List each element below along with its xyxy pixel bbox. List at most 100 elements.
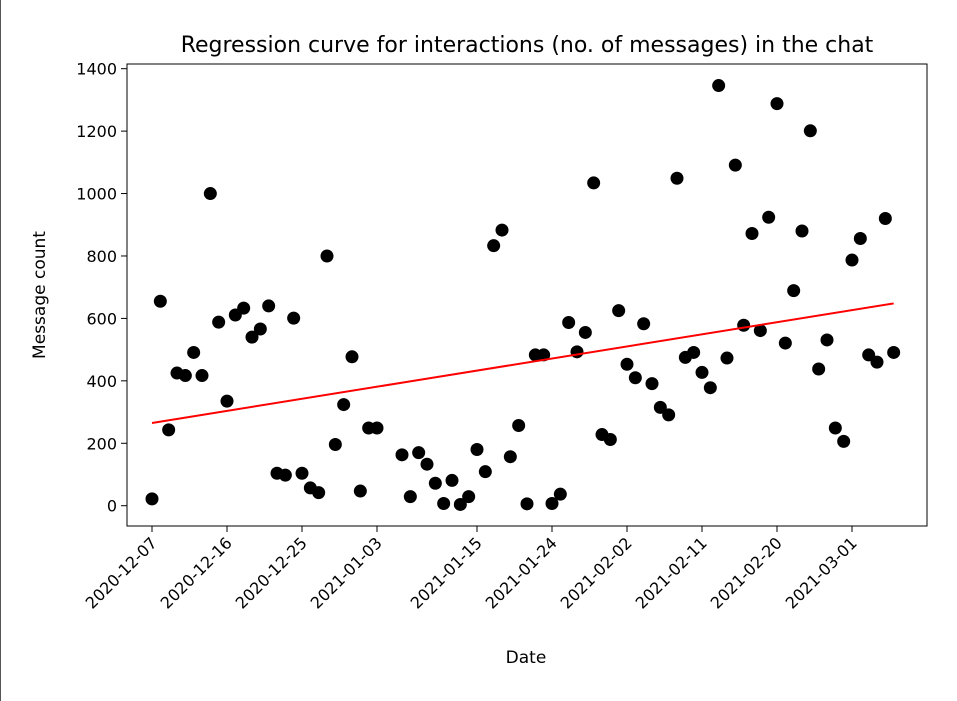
y-tick-label: 200 (86, 434, 117, 453)
x-tick-label: 2021-02-02 (557, 533, 636, 612)
data-point (653, 400, 667, 414)
plot-frame (126, 63, 928, 527)
data-point (745, 227, 759, 241)
data-point (203, 187, 217, 201)
data-point (437, 497, 451, 511)
y-tick-label: 1000 (76, 185, 117, 204)
data-point (403, 490, 417, 504)
data-point (412, 446, 426, 460)
data-point (253, 322, 267, 336)
data-point (587, 176, 601, 190)
data-point (503, 450, 517, 464)
data-point (320, 249, 334, 263)
data-point (628, 371, 642, 385)
x-tick-label: 2021-01-03 (307, 533, 386, 612)
data-point (570, 345, 584, 359)
y-tick-label: 1400 (76, 60, 117, 79)
data-point (470, 443, 484, 457)
data-point (737, 318, 751, 332)
data-point (870, 355, 884, 369)
x-tick-label: 2021-01-24 (482, 533, 561, 612)
data-point (687, 345, 701, 359)
data-point (328, 438, 342, 452)
data-point (578, 325, 592, 339)
data-point (212, 315, 226, 329)
data-point (287, 311, 301, 325)
data-point (420, 457, 434, 471)
data-point (720, 351, 734, 365)
data-point (537, 348, 551, 362)
data-point (145, 492, 159, 506)
data-point (520, 497, 534, 511)
data-point (278, 468, 292, 482)
x-axis-label: Date (506, 648, 547, 668)
data-point (637, 317, 651, 331)
data-point (245, 330, 259, 344)
data-point (803, 124, 817, 138)
data-point (612, 304, 626, 318)
data-point (295, 466, 309, 480)
x-tick-label: 2020-12-25 (232, 533, 311, 612)
x-tick-label: 2021-01-15 (407, 533, 486, 612)
data-point (603, 433, 617, 447)
data-point (195, 369, 209, 383)
data-point (220, 394, 234, 408)
data-point (353, 484, 367, 498)
x-tick-label: 2021-02-11 (632, 533, 711, 612)
data-point (337, 398, 351, 412)
data-point (662, 408, 676, 422)
data-point (845, 253, 859, 267)
data-point (428, 476, 442, 490)
data-point (878, 212, 892, 226)
data-point (795, 224, 809, 238)
data-point (262, 299, 276, 313)
y-axis-label: Message count (30, 231, 50, 359)
data-point (178, 369, 192, 383)
data-point (770, 97, 784, 111)
data-point (395, 448, 409, 462)
data-point (703, 381, 717, 395)
data-point (453, 497, 467, 511)
data-point (478, 465, 492, 479)
data-point (787, 284, 801, 298)
y-tick-label: 0 (107, 497, 117, 516)
data-point (545, 497, 559, 511)
y-axis: 0 200 400 600 800 1000 1200 1400 (76, 60, 127, 516)
data-point (312, 486, 326, 500)
chart-title: Regression curve for interactions (no. o… (181, 33, 874, 58)
data-point (445, 473, 459, 487)
plot-area (145, 79, 901, 511)
data-point (645, 377, 659, 391)
left-border-line (0, 0, 1, 701)
data-point (778, 336, 792, 350)
data-point (370, 421, 384, 435)
data-point (753, 324, 767, 338)
x-axis: 2020-12-072020-12-162020-12-252021-01-03… (82, 526, 861, 613)
data-point (153, 294, 167, 308)
data-point (837, 434, 851, 448)
data-point (853, 231, 867, 245)
data-point (812, 362, 826, 376)
y-tick-label: 800 (86, 247, 117, 266)
data-point (728, 158, 742, 172)
data-point (562, 315, 576, 329)
data-point (620, 357, 634, 371)
data-point (495, 223, 509, 237)
data-point (712, 79, 726, 93)
data-point (162, 423, 176, 437)
data-point (345, 350, 359, 364)
data-point (670, 171, 684, 185)
data-point (462, 490, 476, 504)
y-tick-label: 400 (86, 372, 117, 391)
y-tick-label: 600 (86, 309, 117, 328)
data-point (487, 239, 501, 253)
x-tick-label: 2021-02-20 (707, 533, 786, 612)
data-point (237, 301, 251, 315)
regression-line (151, 302, 894, 424)
data-point (512, 418, 526, 432)
y-tick-label: 1200 (76, 122, 117, 141)
data-point (553, 487, 567, 501)
x-tick-label: 2020-12-07 (82, 533, 161, 612)
data-point (828, 421, 842, 435)
